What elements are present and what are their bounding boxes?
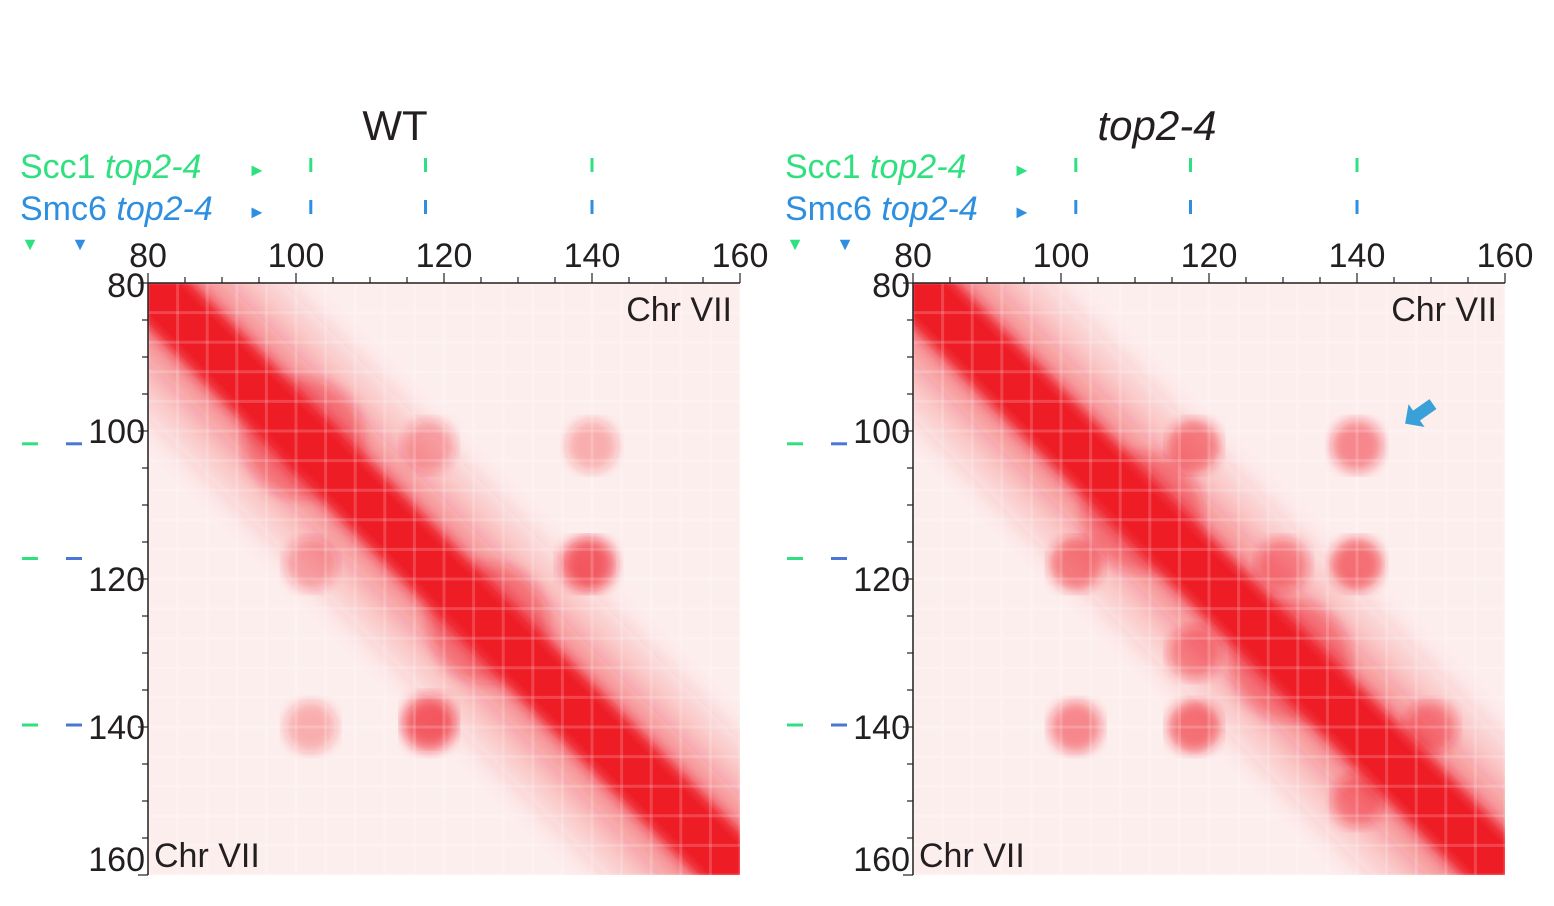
track-strain: top2-4 bbox=[105, 148, 201, 186]
x-tick-label: 80 bbox=[894, 237, 932, 275]
contact-spot bbox=[403, 701, 456, 753]
contact-spot bbox=[1168, 627, 1221, 679]
track-label-smc6: Smc6 top2-4 bbox=[20, 190, 213, 228]
contact-spot bbox=[284, 701, 337, 753]
track-name: Smc6 bbox=[20, 190, 107, 228]
heatmap-body bbox=[148, 283, 740, 875]
chromosome-label-bottom: Chr VII bbox=[154, 837, 260, 875]
x-tick-label: 100 bbox=[268, 237, 325, 275]
track-label-scc1: Scc1 top2-4 bbox=[20, 148, 201, 186]
contact-spot bbox=[1168, 419, 1221, 472]
y-tick-label: 140 bbox=[853, 709, 910, 747]
y-tick-label: 120 bbox=[853, 561, 910, 599]
track-marker-icon: ► bbox=[1013, 160, 1031, 180]
contact-spot bbox=[1168, 701, 1221, 753]
x-tick-label: 140 bbox=[1329, 237, 1386, 275]
contact-spot bbox=[1331, 419, 1383, 472]
heatmap-body bbox=[913, 283, 1505, 875]
y-tick-label: 80 bbox=[107, 267, 145, 305]
track-label-scc1: Scc1 top2-4 bbox=[785, 148, 966, 186]
side-marker-icon: ▼ bbox=[836, 234, 854, 254]
y-tick-label: 100 bbox=[853, 413, 910, 451]
chromosome-label-top: Chr VII bbox=[626, 291, 732, 329]
annotation-arrow-icon bbox=[1405, 399, 1437, 428]
y-tick-label: 160 bbox=[88, 841, 145, 879]
track-name: Scc1 bbox=[20, 148, 96, 186]
side-marker-icon: ▼ bbox=[71, 234, 89, 254]
panel-title: top2-4 bbox=[1097, 102, 1216, 149]
track-strain: top2-4 bbox=[116, 190, 212, 228]
chromosome-label-bottom: Chr VII bbox=[919, 837, 1025, 875]
track-marker-icon: ► bbox=[248, 202, 266, 222]
track-space bbox=[107, 190, 116, 228]
contact-spot bbox=[566, 419, 618, 472]
diagonal-core bbox=[913, 283, 1505, 875]
diagonal-core bbox=[148, 283, 740, 875]
track-space bbox=[96, 148, 105, 186]
track-space bbox=[861, 148, 870, 186]
side-marker-icon: ▼ bbox=[786, 234, 804, 254]
y-tick-label: 160 bbox=[853, 841, 910, 879]
contact-spot bbox=[1405, 701, 1457, 753]
track-name: Scc1 bbox=[785, 148, 861, 186]
track-label-smc6: Smc6 top2-4 bbox=[785, 190, 978, 228]
track-strain: top2-4 bbox=[881, 190, 977, 228]
x-tick-label: 100 bbox=[1033, 237, 1090, 275]
track-strain: top2-4 bbox=[870, 148, 966, 186]
y-tick-label: 80 bbox=[872, 267, 910, 305]
x-tick-label: 140 bbox=[564, 237, 621, 275]
y-tick-label: 140 bbox=[88, 709, 145, 747]
contact-spot bbox=[284, 538, 337, 591]
track-space bbox=[872, 190, 881, 228]
x-tick-label: 120 bbox=[416, 237, 473, 275]
contact-spot bbox=[566, 538, 618, 591]
contact-spot bbox=[1331, 775, 1383, 827]
heatmap-panel-0: WT Scc1 top2-4 ► Smc6 top2-4 ► ▼ ▼ 80 100 120 140 1… bbox=[20, 102, 769, 879]
y-tick-label: 120 bbox=[88, 561, 145, 599]
x-tick-label: 160 bbox=[712, 237, 769, 275]
contact-spot bbox=[1331, 538, 1383, 591]
x-tick-label: 160 bbox=[1477, 237, 1534, 275]
panel-title: WT bbox=[362, 102, 427, 149]
contact-spot bbox=[403, 419, 456, 472]
track-marker-icon: ► bbox=[248, 160, 266, 180]
x-tick-label: 120 bbox=[1181, 237, 1238, 275]
track-name: Smc6 bbox=[785, 190, 872, 228]
contact-spot bbox=[1257, 538, 1309, 591]
contact-spot bbox=[1049, 701, 1102, 753]
y-tick-label: 100 bbox=[88, 413, 145, 451]
side-marker-icon: ▼ bbox=[21, 234, 39, 254]
x-tick-label: 80 bbox=[129, 237, 167, 275]
contact-spot bbox=[1049, 538, 1102, 591]
track-marker-icon: ► bbox=[1013, 202, 1031, 222]
chromosome-label-top: Chr VII bbox=[1391, 291, 1497, 329]
